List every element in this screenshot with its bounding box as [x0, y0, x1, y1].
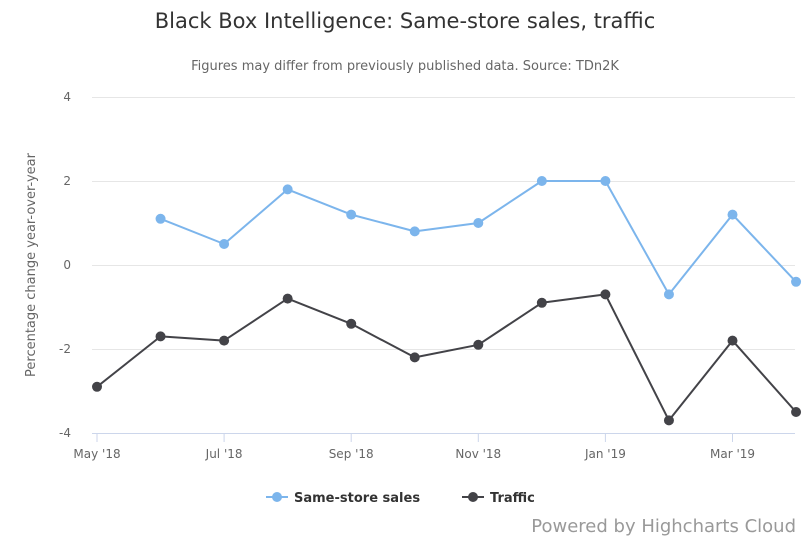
y-tick-label: -4	[59, 426, 71, 440]
data-point-same-store-sales[interactable]	[346, 209, 357, 220]
legend-swatch-marker-traffic	[468, 492, 478, 502]
x-tick-label: May '18	[73, 447, 120, 461]
data-point-traffic[interactable]	[346, 318, 357, 329]
legend: Same-store sales Traffic	[266, 491, 535, 506]
legend-item-traffic[interactable]: Traffic	[462, 491, 535, 506]
series-same-store-sales	[155, 176, 802, 300]
data-point-same-store-sales[interactable]	[155, 213, 166, 224]
y-axis-label: Percentage change year-over-year	[24, 152, 39, 377]
y-tick-label: 0	[63, 258, 71, 272]
y-tick-labels: 4 2 0 -2 -4	[59, 90, 71, 440]
data-point-same-store-sales[interactable]	[727, 209, 738, 220]
x-axis: May '18 Jul '18 Sep '18 Nov '18 Jan '19 Mar '…	[73, 433, 795, 461]
chart-subtitle: Figures may differ from previously publi…	[191, 59, 619, 74]
y-gridlines	[92, 97, 795, 434]
chart-title: Black Box Intelligence: Same-store sales…	[155, 9, 656, 33]
credits-link[interactable]: Powered by Highcharts Cloud	[531, 516, 796, 537]
data-point-same-store-sales[interactable]	[663, 289, 674, 300]
data-point-traffic[interactable]	[600, 289, 611, 300]
x-tick-label: Jul '18	[205, 447, 243, 461]
data-point-traffic[interactable]	[473, 339, 484, 350]
x-tick-label: Jan '19	[584, 447, 626, 461]
data-point-traffic[interactable]	[282, 293, 293, 304]
data-point-same-store-sales[interactable]	[282, 184, 293, 195]
data-point-traffic[interactable]	[727, 335, 738, 346]
legend-swatch-marker-same-store-sales	[272, 492, 282, 502]
data-point-same-store-sales[interactable]	[409, 226, 420, 237]
x-tick-label: Nov '18	[455, 447, 501, 461]
series-traffic	[92, 289, 802, 426]
legend-item-same-store-sales[interactable]: Same-store sales	[266, 491, 420, 506]
data-point-traffic[interactable]	[219, 335, 230, 346]
data-point-same-store-sales[interactable]	[219, 239, 230, 249]
data-point-same-store-sales[interactable]	[791, 276, 802, 287]
y-tick-label: -2	[59, 342, 71, 356]
data-point-traffic[interactable]	[92, 381, 102, 392]
series-line-traffic	[96, 293, 797, 422]
legend-label-same-store-sales: Same-store sales	[294, 491, 420, 506]
series-group	[92, 176, 802, 426]
data-point-traffic[interactable]	[663, 415, 674, 426]
data-point-traffic[interactable]	[536, 297, 547, 308]
data-point-same-store-sales[interactable]	[536, 176, 547, 186]
x-tick-label: Mar '19	[710, 447, 755, 461]
data-point-same-store-sales[interactable]	[473, 218, 484, 228]
legend-label-traffic: Traffic	[490, 491, 535, 506]
data-point-traffic[interactable]	[409, 352, 420, 363]
y-tick-label: 4	[63, 90, 71, 104]
y-tick-label: 2	[63, 174, 71, 188]
data-point-traffic[interactable]	[791, 407, 802, 417]
data-point-same-store-sales[interactable]	[600, 176, 611, 186]
x-tick-label: Sep '18	[329, 447, 374, 461]
data-point-traffic[interactable]	[155, 331, 166, 342]
